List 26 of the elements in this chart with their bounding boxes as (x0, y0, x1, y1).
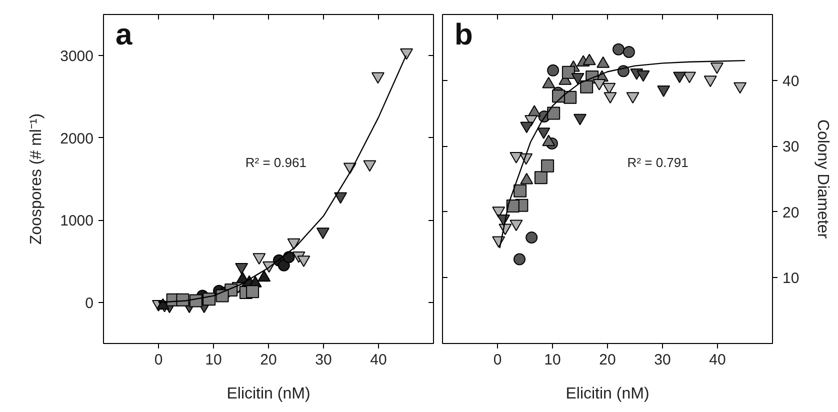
y2-tick-label: 30 (782, 138, 800, 156)
x-axis-title: Elicitin (nM) (226, 386, 310, 402)
annotation: b (454, 18, 473, 52)
x-tick-label: 20 (260, 352, 277, 368)
x-tick-label: 20 (599, 352, 616, 368)
x-axis-title: Elicitin (nM) (566, 386, 650, 402)
x-tick-label: 40 (370, 352, 387, 368)
y2-axis-title: Colony Diameter (814, 119, 832, 240)
x-tick-label: 10 (544, 352, 561, 368)
y-tick-label: 3000 (60, 48, 94, 66)
x-tick-label: 0 (493, 352, 502, 368)
x-tick-label: 10 (205, 352, 222, 368)
y-tick-label: 0 (85, 294, 94, 312)
y2-tick-label: 40 (782, 72, 800, 90)
y-tick-label: 2000 (60, 130, 94, 148)
annotation: R² = 0.961 (245, 155, 306, 170)
annotation: R² = 0.791 (627, 155, 688, 170)
x-tick-label: 40 (709, 352, 726, 368)
x-tick-label: 30 (315, 352, 332, 368)
x-tick-label: 0 (154, 352, 163, 368)
y2-tick-label: 20 (782, 204, 800, 222)
y-axis-title: Zoospores (# ml⁻¹) (28, 113, 46, 245)
annotation: a (116, 18, 132, 52)
y-tick-label: 1000 (60, 212, 94, 230)
y2-tick-label: 10 (782, 270, 800, 288)
x-tick-label: 30 (654, 352, 671, 368)
